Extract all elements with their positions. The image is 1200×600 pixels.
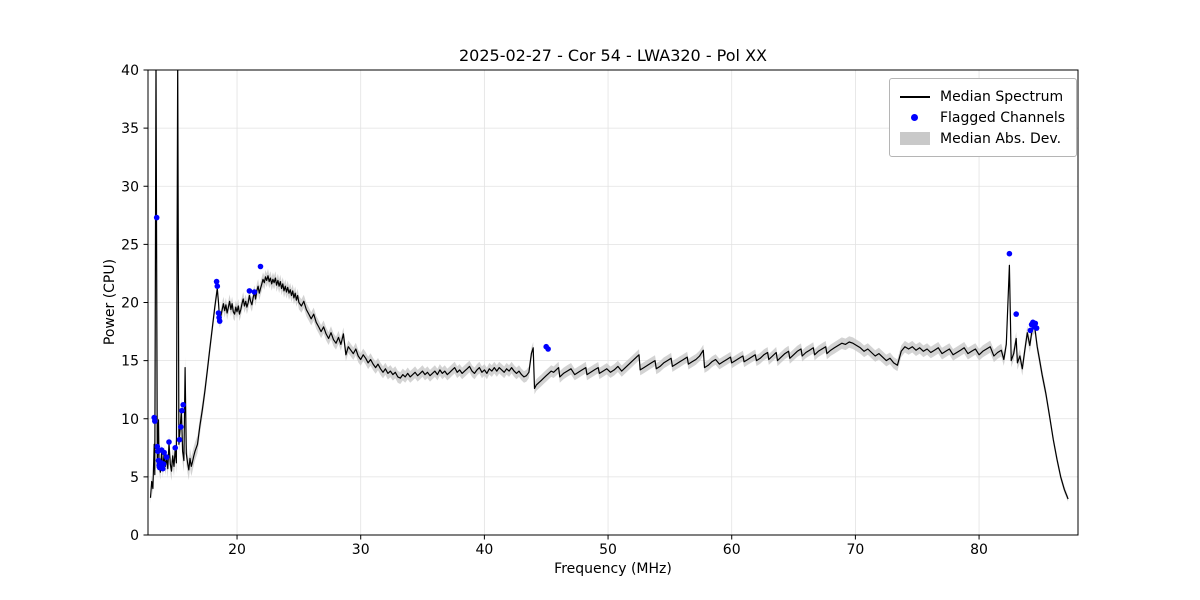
legend-entry-mad: Median Abs. Dev. (899, 128, 1065, 149)
flagged-channels-dot-swatch (899, 114, 931, 121)
x-tick-label: 40 (475, 542, 493, 558)
x-tick-label: 60 (723, 542, 741, 558)
legend-label: Flagged Channels (940, 110, 1065, 126)
flagged-channel-point (154, 215, 160, 221)
median-spectrum-line-swatch (899, 96, 931, 98)
y-tick-label: 30 (121, 179, 139, 195)
flagged-channel-point (215, 283, 221, 289)
x-tick-label: 70 (846, 542, 864, 558)
x-tick-label: 80 (970, 542, 988, 558)
y-tick-label: 15 (121, 354, 139, 370)
x-axis-label: Frequency (MHz) (148, 561, 1078, 577)
mad-band-swatch (899, 132, 931, 145)
y-tick-label: 5 (130, 470, 139, 486)
flagged-channel-point (252, 289, 258, 295)
figure: 20 30 40 50 60 70 80 0 5 10 15 20 25 30 35 40 2025-02-2… (0, 0, 1200, 600)
flagged-channel-point (164, 454, 170, 460)
legend: Median Spectrum Flagged Channels Median … (889, 78, 1077, 157)
flagged-channel-point (180, 402, 186, 408)
legend-entry-flagged-channels: Flagged Channels (899, 107, 1065, 128)
flagged-channel-point (155, 444, 161, 450)
flagged-channel-point (166, 439, 172, 445)
y-tick-label: 40 (121, 63, 139, 79)
x-tick-label: 50 (599, 542, 617, 558)
flagged-channel-point (172, 445, 178, 451)
flagged-channel-point (247, 288, 253, 294)
flagged-channel-point (258, 264, 264, 270)
x-tick-label: 30 (352, 542, 370, 558)
flagged-channel-point (179, 408, 185, 414)
flagged-channel-point (161, 461, 167, 467)
flagged-channel-point (177, 437, 183, 443)
y-tick-label: 35 (121, 121, 139, 137)
y-tick-label: 0 (130, 528, 139, 544)
y-axis-label: Power (CPU) (102, 259, 118, 345)
y-tick-label: 10 (121, 412, 139, 428)
flagged-channel-point (1033, 321, 1039, 327)
legend-label: Median Abs. Dev. (940, 131, 1061, 147)
tick-labels: 20 30 40 50 60 70 80 0 5 10 15 20 25 30 35 40 (121, 63, 988, 558)
flagged-channel-point (1007, 251, 1013, 257)
legend-entry-median-spectrum: Median Spectrum (899, 86, 1065, 107)
flagged-channel-point (152, 418, 158, 424)
flagged-channel-point (217, 318, 223, 324)
flagged-channel-point (178, 424, 184, 430)
flagged-channel-point (545, 346, 551, 352)
legend-label: Median Spectrum (940, 89, 1063, 105)
y-tick-label: 25 (121, 237, 139, 253)
x-tick-label: 20 (228, 542, 246, 558)
flagged-channel-point (1034, 325, 1040, 331)
y-tick-label: 20 (121, 296, 139, 312)
chart-title: 2025-02-27 - Cor 54 - LWA320 - Pol XX (148, 46, 1078, 65)
flagged-channel-point (1013, 311, 1019, 317)
